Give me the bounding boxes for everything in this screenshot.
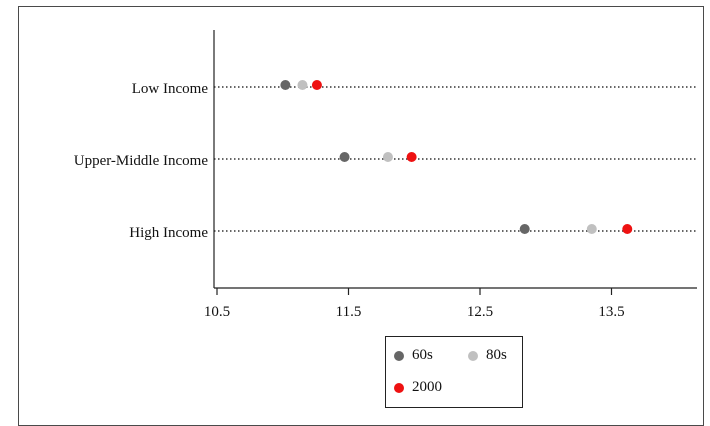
legend-label-80s: 80s [486, 347, 507, 363]
legend: 60s 80s 2000 [385, 336, 523, 408]
legend-item-2000: 2000 [394, 379, 442, 396]
axes [213, 30, 697, 289]
legend-swatch-80s [468, 350, 478, 361]
point-80s-1 [382, 152, 393, 162]
data-points [280, 80, 633, 234]
point-80s-2 [586, 224, 597, 234]
x-tick-label-0: 10.5 [204, 304, 230, 320]
point-2000-0 [311, 80, 322, 90]
category-label-2: High Income [129, 225, 208, 241]
category-labels: Low Income Upper-Middle Income High Income [74, 81, 209, 241]
category-label-0: Low Income [132, 81, 209, 97]
x-tick-label-3: 13.5 [598, 304, 624, 320]
point-60s-0 [280, 80, 291, 90]
point-60s-1 [339, 152, 350, 162]
point-80s-0 [297, 80, 308, 90]
point-2000-2 [622, 224, 633, 234]
point-60s-2 [519, 224, 530, 234]
category-label-1: Upper-Middle Income [74, 153, 209, 169]
x-axis-ticks: 10.5 11.5 12.5 13.5 [204, 288, 625, 320]
x-tick-label-1: 11.5 [336, 304, 362, 320]
legend-label-2000: 2000 [412, 379, 442, 395]
legend-item-80s: 80s [468, 347, 507, 364]
point-2000-1 [406, 152, 417, 162]
legend-item-60s: 60s [394, 347, 433, 364]
legend-label-60s: 60s [412, 347, 433, 363]
legend-swatch-60s [394, 350, 404, 361]
x-tick-label-2: 12.5 [467, 304, 493, 320]
legend-swatch-2000 [394, 382, 404, 393]
category-guide-lines [214, 86, 697, 232]
